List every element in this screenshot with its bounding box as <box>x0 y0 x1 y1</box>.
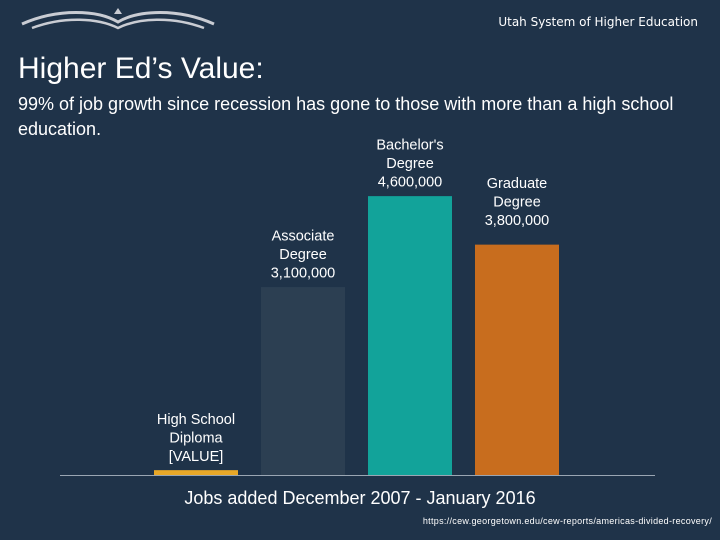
bar-associate-label: Associate Degree 3,100,000 <box>271 229 336 282</box>
bar-graduate <box>475 244 559 475</box>
source-citation: https://cew.georgetown.edu/cew-reports/a… <box>422 516 712 526</box>
organization-name: Utah System of Higher Education <box>498 15 698 29</box>
bar-associate <box>261 287 345 475</box>
slide-title: Higher Ed’s Value: <box>18 52 264 85</box>
bar-bachelors-label: Bachelor's Degree 4,600,000 <box>376 138 443 191</box>
bar-high-school-label: High School Diploma [VALUE] <box>157 412 235 465</box>
x-axis-label: Jobs added December 2007 - January 2016 <box>184 488 536 508</box>
open-book-logo-icon <box>21 8 215 30</box>
bar-graduate-label: Graduate Degree 3,800,000 <box>485 176 550 229</box>
bar-bachelors <box>368 196 452 475</box>
bar-high-school <box>154 470 238 475</box>
slide-subtitle: 99% of job growth since recession has go… <box>18 94 674 139</box>
